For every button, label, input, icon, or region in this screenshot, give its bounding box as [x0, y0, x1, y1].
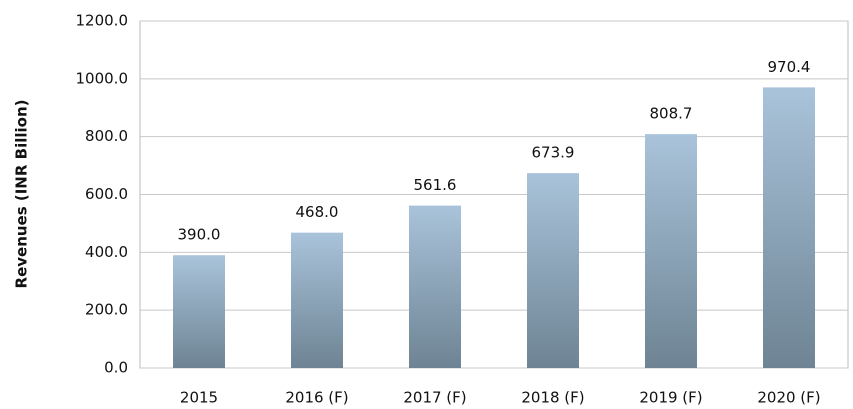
data-label: 561.6 [414, 176, 457, 194]
x-tick-label: 2016 (F) [285, 389, 348, 407]
x-tick-label: 2018 (F) [521, 389, 584, 407]
y-tick-label: 400.0 [85, 243, 128, 261]
x-tick-label: 2020 (F) [757, 389, 820, 407]
data-label: 468.0 [296, 203, 339, 221]
y-tick-label: 1000.0 [76, 69, 129, 87]
data-label: 970.4 [768, 58, 811, 76]
y-tick-label: 800.0 [85, 127, 128, 145]
data-label: 673.9 [532, 144, 575, 162]
bar [291, 232, 343, 368]
y-tick-label: 600.0 [85, 185, 128, 203]
y-tick-label: 1200.0 [76, 12, 129, 30]
bar [645, 134, 697, 368]
x-tick-label: 2017 (F) [403, 389, 466, 407]
y-tick-label: 200.0 [85, 301, 128, 319]
bar [173, 255, 225, 368]
x-tick-label: 2015 [180, 389, 218, 407]
bar [409, 205, 461, 368]
y-tick-label: 0.0 [104, 359, 128, 377]
x-tick-label: 2019 (F) [639, 389, 702, 407]
data-label: 390.0 [178, 226, 221, 244]
y-axis-label: Revenues (INR Billion) [13, 100, 31, 289]
bar [763, 87, 815, 368]
bar [527, 173, 579, 368]
data-label: 808.7 [650, 105, 693, 123]
